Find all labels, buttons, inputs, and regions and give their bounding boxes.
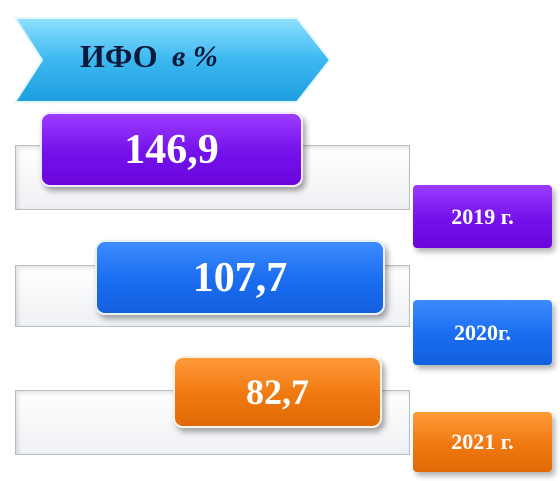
title-main: ИФО (80, 38, 158, 74)
year-box: 2021 г. (413, 412, 552, 472)
year-box: 2019 г. (413, 185, 552, 248)
year-box: 2020г. (413, 300, 552, 365)
value-box: 107,7 (95, 240, 385, 315)
value-box: 146,9 (40, 112, 303, 187)
title-unit: в % (172, 40, 218, 73)
value-box: 82,7 (173, 356, 382, 428)
title-banner (13, 17, 332, 103)
